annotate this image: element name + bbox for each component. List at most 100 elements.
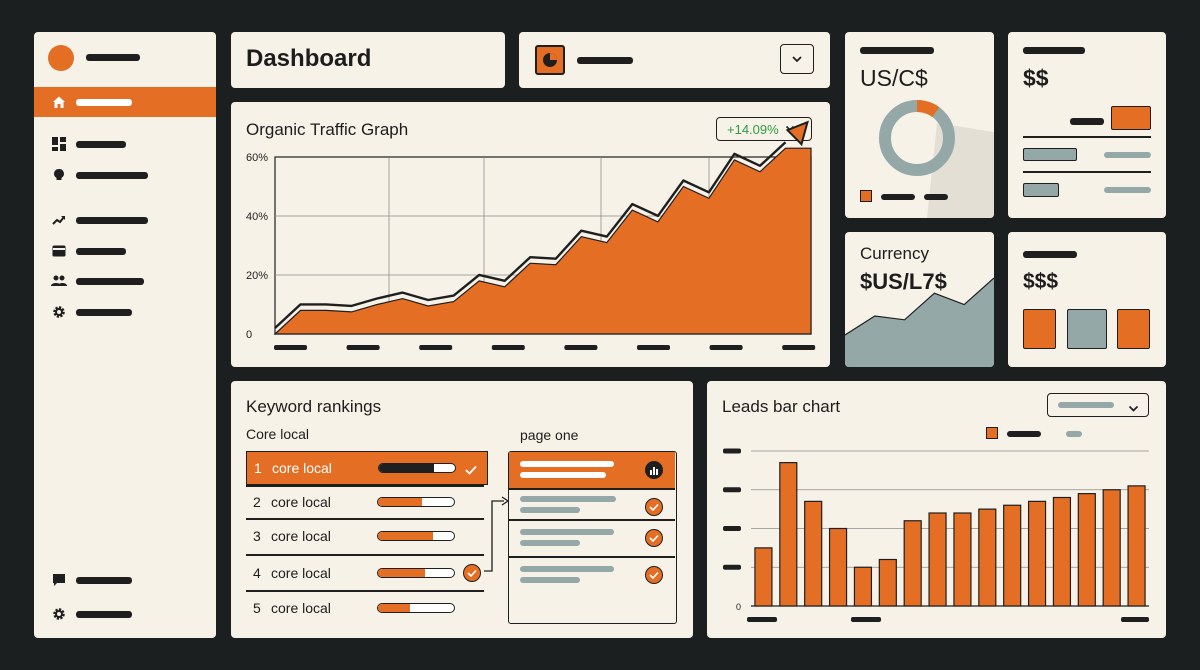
spend-tile-orange[interactable] [1117,309,1150,349]
spend-card: $$$ [1008,232,1166,367]
brand-logo[interactable] [48,45,74,71]
chevron-down-icon [791,50,803,68]
view-selector[interactable] [519,32,830,88]
keyword-row[interactable]: 5 core local [246,591,488,625]
revenue-row-chip[interactable] [1023,148,1077,161]
page-one-item-subtitle [520,472,606,478]
keyword-rank: 2 [253,494,261,510]
revenue-row-chip[interactable] [1023,183,1059,197]
currency-label: Currency [860,244,929,263]
keyword-row[interactable]: 2 core local [246,485,488,519]
fx-rate-card: US/C$ [845,32,994,218]
page-one-item[interactable] [509,520,675,556]
revenue-value-chip[interactable] [1111,106,1151,130]
traffic-change-value: +14.09% [727,121,779,137]
donut-shadow [927,123,994,218]
legend-label [881,194,915,200]
y-tick-label [723,487,741,493]
check-icon[interactable] [645,498,663,516]
keyword-row[interactable]: 1 core local [246,451,488,485]
donut-slice-orange [916,100,940,118]
keyword-rankings-card: Keyword rankings Core local page one 1 c… [231,381,693,638]
sidebar-item-label [76,610,132,618]
bar [1052,496,1072,607]
x-tick-label [747,617,777,622]
y-tick-label: 40% [246,211,268,223]
revenue-card: $$ [1008,32,1166,218]
revenue-row-value [1104,187,1151,193]
sidebar-item-dashboard[interactable] [34,129,216,159]
page-one-item-title [520,566,614,572]
bar [853,566,873,607]
sidebar-item-users[interactable] [34,266,216,296]
sidebar-item-home[interactable] [34,87,216,117]
brand-name [86,54,140,61]
x-tick-label [851,617,881,622]
page-title: Dashboard [246,45,372,72]
sidebar-item-preferences[interactable] [34,599,216,629]
leads-period-label [1058,402,1114,408]
bar [754,547,773,607]
fx-title: US/C$ [860,65,928,91]
page-one-item-title [520,529,614,535]
y-tick-label [723,526,741,531]
page-one-item-subtitle [520,507,580,513]
y-tick-label [723,564,741,570]
page-one-item[interactable] [509,489,675,525]
trending-up-icon [51,212,67,228]
check-icon[interactable] [645,566,663,584]
home-icon [51,94,67,110]
keyword-name: core local [271,600,331,616]
traffic-title: Organic Traffic Graph [246,120,409,139]
page-one-item-title [520,461,614,467]
view-selector-dropdown[interactable] [780,44,814,74]
keyword-row[interactable]: 3 core local [246,519,488,553]
keywords-title: Keyword rankings [246,397,382,416]
bar-chart-icon[interactable] [645,461,663,479]
organic-traffic-card: Organic Traffic Graph +14.09% 60% 40% 20% 0 [231,102,830,367]
sidebar-item-messages[interactable] [34,565,216,595]
page-one-item-subtitle [520,540,580,546]
y-tick-label [723,448,741,454]
sidebar-item-label [76,247,126,255]
spend-tile-slate[interactable] [1067,309,1107,349]
page-one-item-subtitle [520,577,580,583]
divider [246,554,484,556]
sidebar-item-trends[interactable] [34,205,216,235]
keyword-rank: 5 [253,600,261,616]
bar [828,527,848,607]
check-icon[interactable] [463,564,481,582]
keyword-rank: 4 [253,565,261,581]
keyword-progress [378,463,456,473]
bar [878,558,897,607]
traffic-change-badge[interactable]: +14.09% [716,117,812,141]
sidebar-item-label [76,216,148,224]
keyword-name: core local [271,494,331,510]
traffic-area [273,147,812,335]
legend-label-slate [1066,431,1082,437]
bar [978,508,997,607]
chat-icon [51,572,67,588]
bar [779,462,798,607]
spend-caption [1023,251,1077,258]
spend-tile-orange[interactable] [1023,309,1056,349]
x-tick-label [709,345,743,350]
leads-period-dropdown[interactable] [1047,393,1149,417]
x-tick-label [1121,617,1149,622]
revenue-title: $$ [1023,65,1049,91]
keyword-name: core local [272,460,332,476]
check-icon[interactable] [645,529,663,547]
x-tick-label [419,345,453,350]
page-one-item[interactable] [509,452,675,488]
x-tick-label [564,345,598,350]
keyword-row[interactable]: 4 core local [246,556,488,590]
chevron-down-icon [1128,400,1139,418]
y-tick-label: 20% [246,270,268,282]
page-one-item[interactable] [509,557,675,593]
sidebar-item-settings[interactable] [34,297,216,327]
sidebar-item-insights[interactable] [34,160,216,190]
pie-chart-icon [535,45,565,75]
bar [1003,504,1022,607]
divider [509,488,675,490]
sidebar-item-billing[interactable] [34,236,216,266]
